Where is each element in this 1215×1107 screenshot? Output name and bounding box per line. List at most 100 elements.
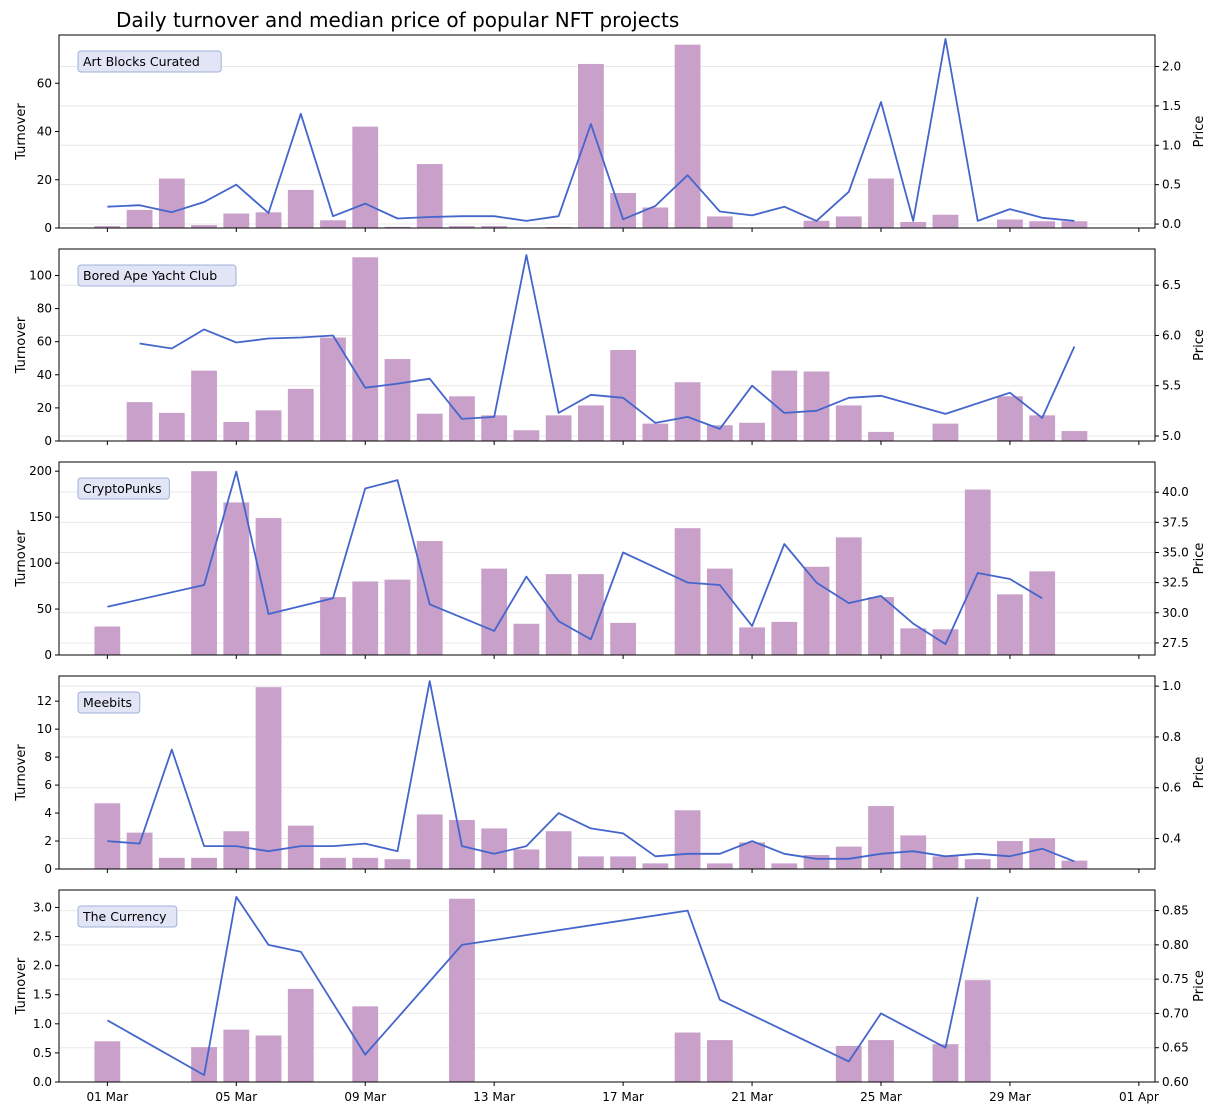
turnover-bar (94, 803, 121, 869)
turnover-bar (706, 1040, 733, 1082)
turnover-bar (449, 898, 475, 1082)
y-tick-label: 60 (37, 335, 52, 349)
turnover-bar (868, 806, 894, 869)
turnover-bar (1029, 838, 1056, 869)
turnover-bar (255, 1035, 282, 1082)
x-tick-label: 29 Mar (989, 1090, 1031, 1104)
y-tick-label: 40 (37, 125, 52, 139)
turnover-bar (964, 859, 991, 869)
turnover-bar (94, 626, 121, 655)
y2-tick-label: 0.80 (1162, 938, 1189, 952)
y2-tick-label: 0.65 (1162, 1041, 1189, 1055)
y-axis-label: Turnover (14, 957, 29, 1015)
turnover-bar (674, 810, 701, 869)
y-tick-label: 0 (44, 434, 52, 448)
turnover-bar (739, 842, 765, 869)
turnover-bar (706, 568, 733, 655)
turnover-bar (739, 627, 765, 655)
x-tick-label: 05 Mar (215, 1090, 257, 1104)
y-axis-label: Turnover (14, 316, 29, 374)
project-label-box: CryptoPunks (77, 477, 170, 500)
turnover-bar (803, 371, 830, 441)
turnover-bar (126, 209, 153, 228)
chart-title: Daily turnover and median price of popul… (116, 8, 679, 32)
project-label-box: Art Blocks Curated (77, 50, 222, 73)
turnover-bar (223, 213, 250, 228)
turnover-bar (610, 349, 637, 441)
turnover-bar (577, 63, 604, 229)
turnover-bar (674, 528, 701, 655)
turnover-bar (384, 579, 411, 655)
turnover-bar (191, 471, 217, 655)
turnover-bar (320, 857, 346, 869)
y2-tick-label: 6.0 (1162, 328, 1181, 342)
y2-tick-label: 37.5 (1162, 515, 1189, 529)
turnover-bar (803, 220, 830, 228)
axes-frame (58, 675, 1156, 870)
turnover-bar (997, 594, 1023, 655)
y-tick-label: 10 (37, 722, 52, 736)
turnover-bar (932, 1044, 959, 1082)
y-axis-label: Turnover (14, 744, 29, 802)
y2-axis-label: Price (1192, 970, 1207, 1002)
y-tick-label: 0 (44, 221, 52, 235)
project-label: The Currency (82, 909, 167, 924)
y2-tick-label: 35.0 (1162, 545, 1189, 559)
y2-tick-label: 0.70 (1162, 1006, 1189, 1020)
turnover-bar (1061, 860, 1088, 869)
turnover-bar (642, 207, 669, 228)
turnover-bar (706, 216, 733, 228)
turnover-bar (352, 126, 379, 228)
turnover-bar (900, 221, 927, 228)
y-tick-label: 1.0 (33, 1017, 52, 1031)
turnover-bar (126, 832, 153, 869)
panel-3: 0 50 100 150 200 27.5 30.0 32.5 35.0 37.5 40.0 Turn… (14, 461, 1207, 662)
turnover-bar (674, 44, 701, 229)
y2-axis-label: Price (1192, 757, 1207, 789)
project-label: CryptoPunks (83, 481, 162, 496)
axes-frame (58, 248, 1156, 442)
turnover-bar (416, 413, 443, 441)
y-tick-label: 6 (44, 778, 52, 792)
y-tick-label: 3.0 (33, 900, 52, 914)
turnover-bar (481, 828, 508, 869)
y-tick-label: 20 (37, 173, 52, 187)
turnover-bar (191, 370, 217, 441)
y-axis-label: Turnover (14, 103, 29, 161)
project-label-background (77, 477, 170, 500)
y-tick-label: 4 (44, 806, 52, 820)
turnover-bar (868, 431, 894, 441)
y-tick-label: 100 (29, 268, 52, 282)
turnover-bar (320, 337, 346, 441)
turnover-bar (706, 863, 733, 869)
turnover-bar (1029, 571, 1056, 655)
turnover-bar (158, 857, 185, 869)
y2-tick-label: 0.60 (1162, 1075, 1189, 1089)
project-label-box: Meebits (77, 691, 141, 714)
turnover-bar (416, 541, 443, 655)
turnover-bar (481, 415, 508, 441)
turnover-bar (577, 856, 604, 869)
turnover-bar (158, 178, 185, 228)
y2-tick-label: 6.5 (1162, 278, 1181, 292)
y2-axis-label: Price (1192, 543, 1207, 575)
turnover-bar (94, 1041, 121, 1082)
y-tick-label: 0.5 (33, 1046, 52, 1060)
turnover-bar (835, 216, 862, 228)
turnover-bar (416, 164, 443, 228)
x-tick-label: 17 Mar (602, 1090, 644, 1104)
turnover-bar (191, 225, 217, 228)
price-line (107, 38, 1075, 222)
y-tick-label: 200 (29, 464, 52, 478)
x-tick-label: 09 Mar (344, 1090, 386, 1104)
turnover-bar (94, 226, 121, 228)
y-tick-label: 8 (44, 750, 52, 764)
panel-5: 0.0 0.5 1.0 1.5 2.0 2.5 3.0 0.60 0.65 0.70 0.75 0.8… (14, 889, 1207, 1089)
turnover-bar (1029, 221, 1056, 228)
turnover-bar (449, 226, 475, 228)
x-axis: 01 Mar 05 Mar 09 Mar 13 Mar 17 Mar 21 Mar 25 M… (86, 1090, 1158, 1104)
panel-2: 0 20 40 60 80 100 5.0 5.5 6.0 6.5 Turnover Price Bor… (14, 248, 1207, 448)
turnover-bar (126, 402, 153, 441)
turnover-bar (964, 980, 991, 1082)
